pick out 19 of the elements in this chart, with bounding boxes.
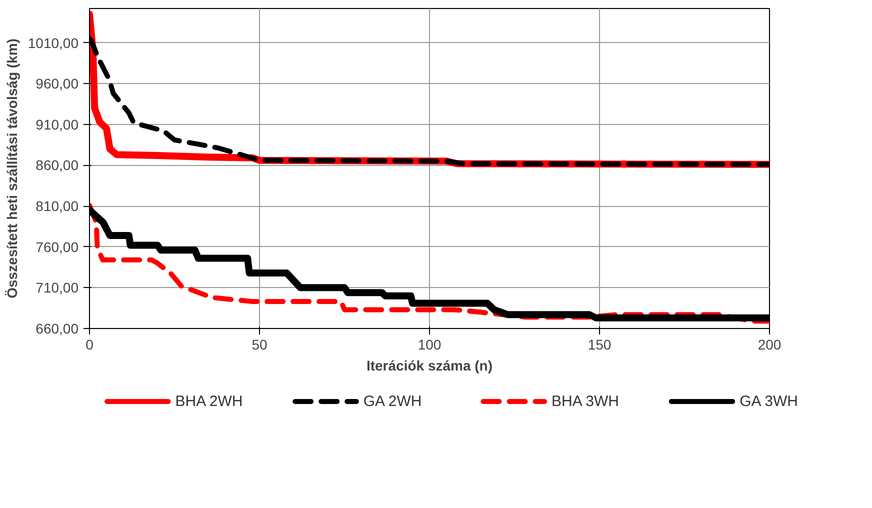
- y-tick-label: 710,00: [36, 280, 79, 296]
- x-axis-title: Iterációk száma (n): [366, 358, 493, 374]
- x-tick-label: 200: [758, 336, 782, 352]
- x-tick-label: 50: [252, 336, 268, 352]
- y-tick-label: 660,00: [36, 320, 79, 336]
- y-tick-label: 1010,00: [28, 34, 79, 51]
- y-tick-label: 810,00: [36, 198, 79, 214]
- x-tick-label: 0: [86, 336, 94, 352]
- y-tick-label: 760,00: [36, 238, 79, 255]
- y-tick-label: 910,00: [36, 116, 79, 132]
- legend-label: GA 3WH: [740, 393, 798, 410]
- legend-label: BHA 3WH: [552, 393, 620, 410]
- legend-label: GA 2WH: [363, 393, 422, 410]
- x-tick-label: 100: [418, 336, 442, 352]
- x-tick-label: 150: [588, 336, 612, 352]
- y-tick-label: 860,00: [36, 157, 79, 174]
- y-tick-label: 960,00: [36, 76, 79, 92]
- y-axis-title: Összesített heti szállítási távolság (km): [4, 38, 20, 298]
- legend-label: BHA 2WH: [175, 393, 243, 410]
